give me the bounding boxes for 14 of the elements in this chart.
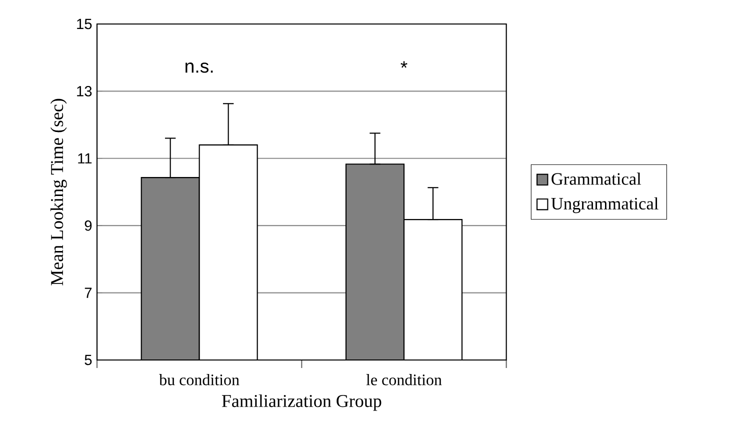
annotation: n.s. (186, 62, 213, 73)
y-axis-title: Mean Looking Time (sec) (50, 98, 67, 286)
y-tick-label: 7 (84, 288, 92, 298)
legend-label: Grammatical (552, 172, 642, 185)
text: Ungrammatical (551, 197, 658, 214)
x-tick-label: le condition (366, 374, 442, 386)
y-tick-label: 9 (84, 220, 92, 231)
x-axis-title: Familiarization Group (222, 394, 382, 411)
y-tick-label: 11 (78, 153, 92, 164)
annotation: * (400, 61, 408, 68)
x-tick-label: bu condition (159, 374, 240, 386)
y-tick-label: 13 (77, 86, 92, 96)
y-tick-label: 15 (77, 18, 92, 30)
y-tick-label: 5 (84, 354, 92, 366)
